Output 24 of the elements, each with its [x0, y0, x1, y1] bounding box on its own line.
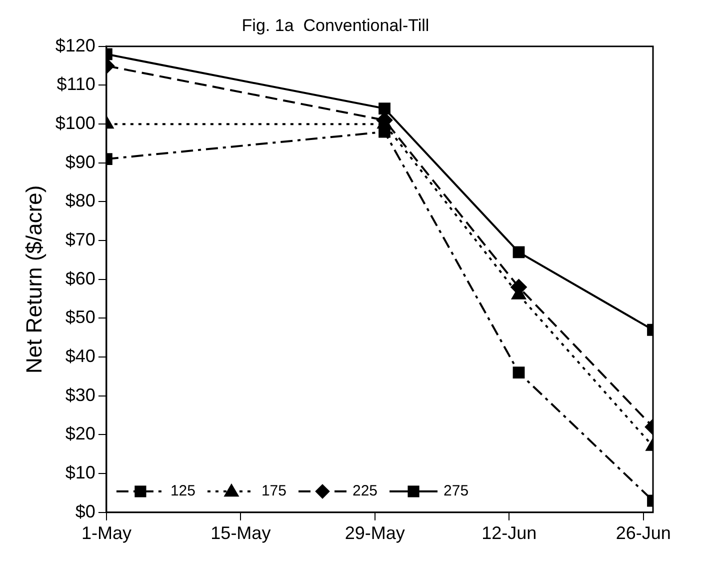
- legend-label: 175: [261, 482, 286, 500]
- x-tick-label: 15-May: [210, 523, 271, 544]
- x-tick-label: 26-Jun: [616, 523, 671, 544]
- y-tick-label: $100: [55, 113, 96, 134]
- y-tick-label: $50: [65, 307, 96, 328]
- y-tick-label: $10: [65, 462, 96, 483]
- x-tick-label: 29-May: [344, 523, 405, 544]
- y-tick-label: $20: [65, 424, 96, 444]
- x-tick-label: 12-Jun: [482, 523, 537, 544]
- y-tick-label: $0: [75, 501, 96, 522]
- y-tick-label: $120: [55, 35, 96, 56]
- y-tick-label: $110: [56, 74, 96, 94]
- chart-title: Fig. 1a Conventional-Till: [242, 16, 430, 35]
- y-tick-label: $90: [65, 152, 96, 172]
- legend-label: 225: [352, 482, 378, 500]
- y-tick-label: $40: [65, 346, 96, 366]
- y-tick-label: $80: [65, 190, 96, 211]
- y-tick-label: $30: [65, 384, 96, 405]
- legend-label: 125: [170, 482, 196, 500]
- legend-label: 275: [444, 482, 469, 500]
- x-tick-label: 1-May: [81, 523, 132, 544]
- y-tick-label: $70: [65, 230, 96, 250]
- y-tick-label: $60: [65, 268, 96, 288]
- y-axis-title: Net Return ($/acre): [21, 185, 46, 374]
